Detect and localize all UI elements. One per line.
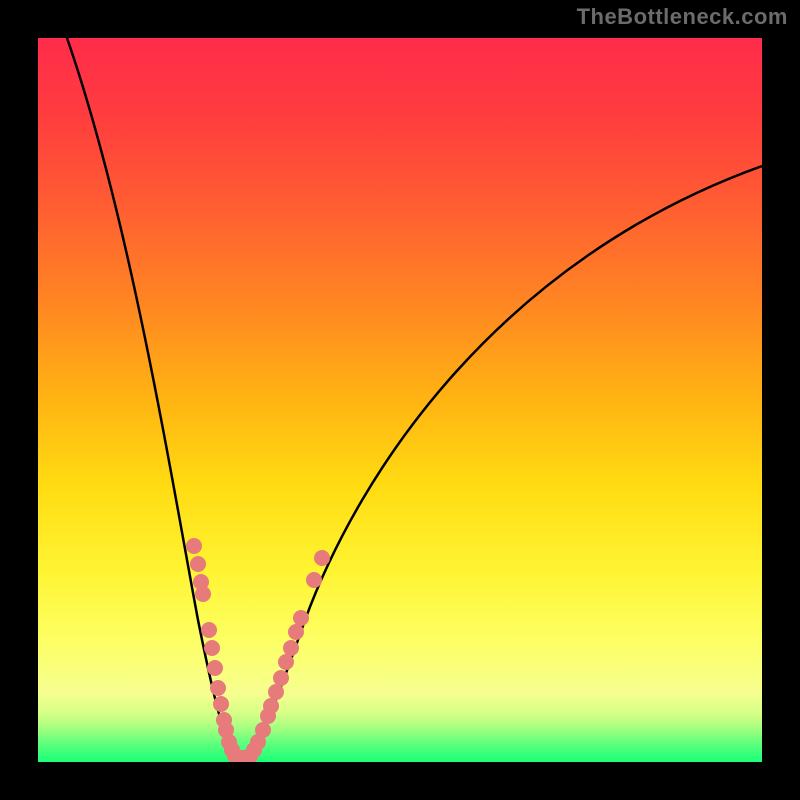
scatter-marker xyxy=(268,684,284,700)
gradient-background xyxy=(38,38,762,762)
chart-stage: TheBottleneck.com xyxy=(0,0,800,800)
scatter-marker xyxy=(190,556,206,572)
scatter-marker xyxy=(207,660,223,676)
scatter-marker xyxy=(314,550,330,566)
scatter-marker xyxy=(273,670,289,686)
scatter-marker xyxy=(278,654,294,670)
scatter-marker xyxy=(288,624,304,640)
scatter-marker xyxy=(255,722,271,738)
scatter-marker xyxy=(293,610,309,626)
scatter-marker xyxy=(195,586,211,602)
scatter-marker xyxy=(204,640,220,656)
scatter-marker xyxy=(213,696,229,712)
watermark-label: TheBottleneck.com xyxy=(577,4,788,30)
scatter-marker xyxy=(201,622,217,638)
scatter-marker xyxy=(263,698,279,714)
scatter-marker xyxy=(306,572,322,588)
plot-area xyxy=(38,38,762,766)
bottleneck-chart-svg xyxy=(0,0,800,800)
scatter-marker xyxy=(283,640,299,656)
scatter-marker xyxy=(210,680,226,696)
scatter-marker xyxy=(186,538,202,554)
